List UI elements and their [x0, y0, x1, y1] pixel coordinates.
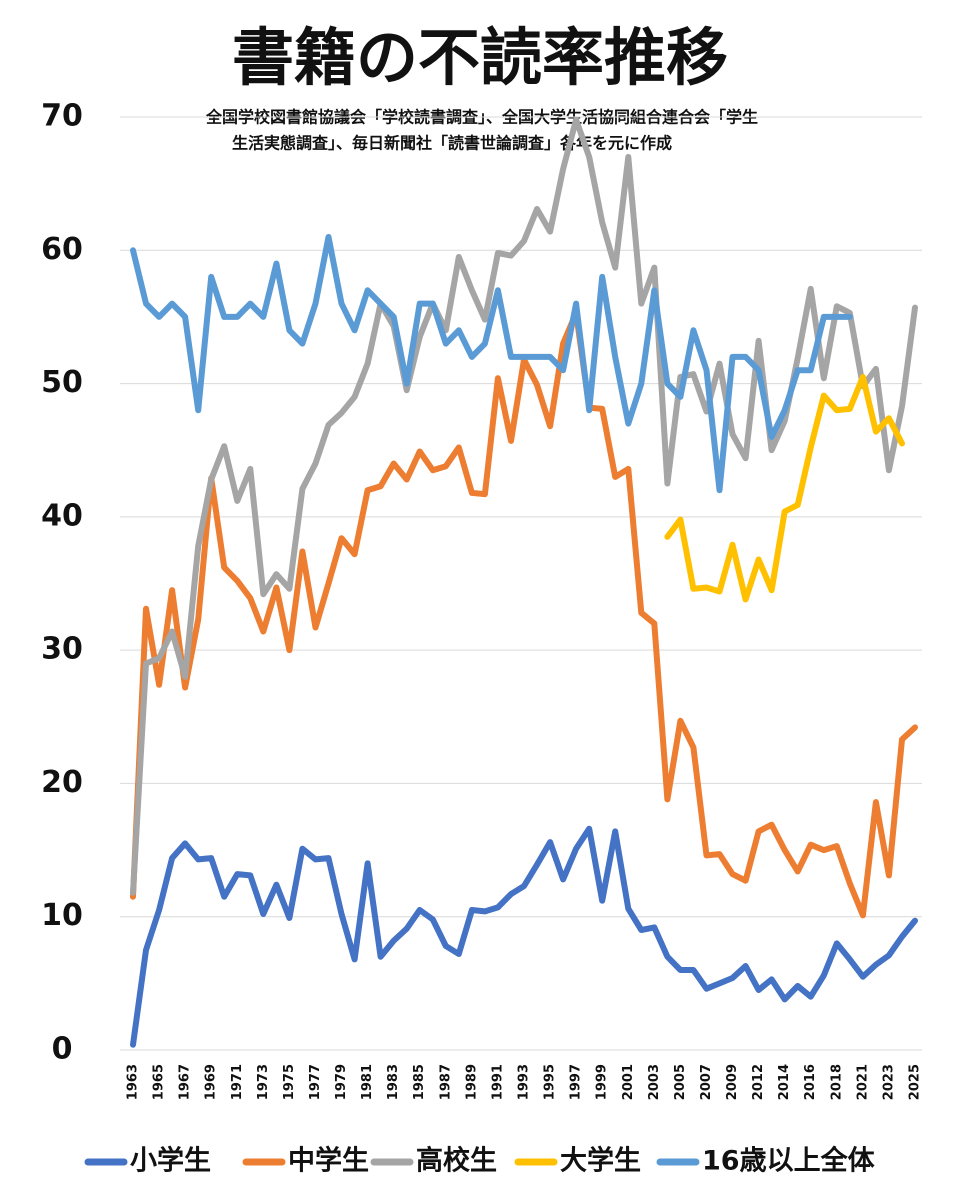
x-tick-label: 2007 — [699, 1064, 714, 1100]
x-tick-label: 1965 — [152, 1064, 167, 1100]
x-tick-label: 1969 — [204, 1064, 219, 1100]
series-line — [130, 309, 918, 919]
subtitle: 生活実態調査」、毎日新聞社「読書世論調査」各年を元に作成 — [232, 134, 672, 153]
legend-label: 中学生 — [288, 1145, 369, 1177]
x-tick-label: 2021 — [855, 1064, 870, 1100]
x-tick-label: 2016 — [803, 1064, 818, 1100]
y-tick-label: 20 — [41, 765, 83, 800]
x-tick-label: 2001 — [621, 1064, 636, 1100]
x-tick-label: 1985 — [412, 1064, 427, 1100]
series-line — [130, 116, 918, 896]
x-tick-label: 1989 — [464, 1064, 479, 1100]
series-line — [130, 825, 918, 1048]
x-tick-label: 2005 — [673, 1064, 688, 1100]
x-tick-label: 1963 — [126, 1064, 141, 1100]
x-tick-label: 2023 — [881, 1064, 896, 1100]
series-line — [130, 234, 853, 494]
series-line — [664, 373, 905, 603]
x-tick-label: 1971 — [230, 1064, 245, 1100]
x-tick-label: 1977 — [308, 1064, 323, 1100]
x-tick-label: 1979 — [334, 1064, 349, 1100]
y-tick-label: 40 — [41, 498, 83, 533]
x-tick-label: 1999 — [595, 1064, 610, 1100]
y-tick-label: 0 — [52, 1032, 73, 1067]
legend-label: 小学生 — [130, 1145, 211, 1177]
x-tick-label: 1981 — [360, 1064, 375, 1100]
x-tick-label: 2025 — [908, 1064, 923, 1100]
chart-title: 書籍の不読率推移 — [232, 21, 728, 94]
x-tick-label: 2012 — [751, 1064, 766, 1100]
y-tick-label: 50 — [41, 365, 83, 400]
x-tick-label: 1987 — [438, 1064, 453, 1100]
legend-label: 16歳以上全体 — [702, 1145, 876, 1177]
x-tick-label: 1991 — [490, 1064, 505, 1100]
x-tick-label: 1967 — [178, 1064, 193, 1100]
y-tick-label: 60 — [41, 232, 83, 267]
legend-label: 高校生 — [416, 1145, 497, 1177]
x-tick-label: 1995 — [543, 1064, 558, 1100]
x-tick-label: 1983 — [386, 1064, 401, 1100]
x-tick-label: 1993 — [517, 1064, 532, 1100]
x-tick-label: 2018 — [829, 1064, 844, 1100]
legend-label: 大学生 — [560, 1145, 641, 1177]
x-tick-label: 1997 — [569, 1064, 584, 1100]
x-tick-label: 1973 — [256, 1064, 271, 1100]
y-tick-label: 70 — [41, 99, 83, 134]
y-tick-label: 30 — [41, 632, 83, 667]
x-tick-label: 2009 — [725, 1064, 740, 1100]
y-tick-label: 10 — [41, 898, 83, 933]
x-tick-label: 1975 — [282, 1064, 297, 1100]
x-tick-label: 2014 — [777, 1064, 792, 1100]
x-tick-label: 2003 — [647, 1064, 662, 1100]
